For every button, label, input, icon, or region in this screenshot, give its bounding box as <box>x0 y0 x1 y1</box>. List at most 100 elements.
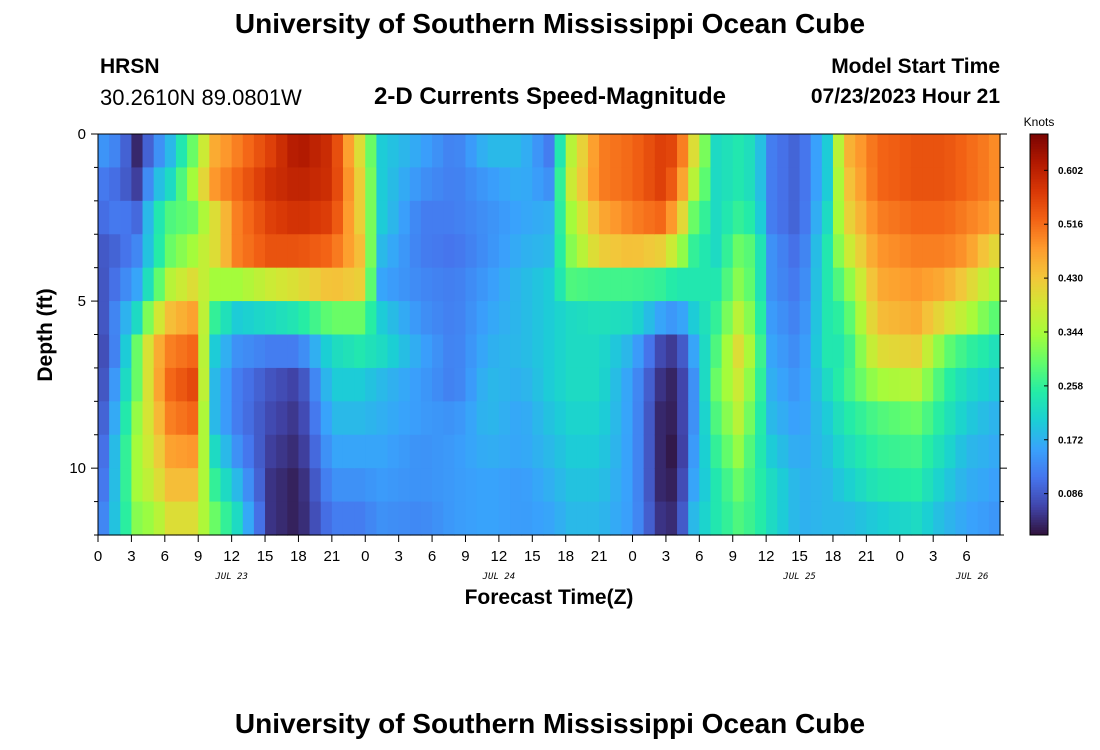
heatmap-cell <box>966 267 979 302</box>
heatmap-cell <box>487 367 500 402</box>
heatmap-cell <box>320 401 333 436</box>
heatmap-cell <box>242 434 255 469</box>
heatmap-cell <box>732 301 745 336</box>
heatmap-cell <box>320 367 333 402</box>
heatmap-cell <box>465 200 478 235</box>
heatmap-cell <box>342 267 355 302</box>
heatmap-cell <box>420 301 433 336</box>
heatmap-cell <box>665 401 678 436</box>
heatmap-cell <box>253 367 266 402</box>
heatmap-cell <box>443 234 455 269</box>
heatmap-cell <box>855 134 867 169</box>
colorbar-swatch <box>1030 512 1048 516</box>
heatmap-cell <box>231 200 244 235</box>
heatmap-cell <box>198 167 210 202</box>
heatmap-cell <box>632 367 645 402</box>
heatmap-cell <box>799 501 812 536</box>
heatmap-cell <box>187 267 199 302</box>
heatmap-cell <box>409 301 422 336</box>
heatmap-cell <box>766 301 778 336</box>
heatmap-cell <box>543 401 556 436</box>
heatmap-cell <box>510 468 522 503</box>
heatmap-cell <box>832 434 845 469</box>
heatmap-cell <box>131 501 144 536</box>
heatmap-cell <box>677 200 689 235</box>
heatmap-cell <box>465 334 478 369</box>
y-tick-label: 10 <box>69 460 86 477</box>
heatmap-cell <box>866 200 879 235</box>
heatmap-cell <box>220 334 233 369</box>
heatmap-cell <box>866 267 879 302</box>
heatmap-cell <box>298 167 311 202</box>
heatmap-cell <box>743 434 756 469</box>
heatmap-cell <box>832 334 845 369</box>
colorbar-swatch <box>1030 259 1048 263</box>
heatmap-cell <box>153 267 166 302</box>
heatmap-cell <box>175 434 188 469</box>
x-tick-label: 21 <box>324 548 341 565</box>
heatmap-cell <box>599 134 611 169</box>
heatmap-cell <box>877 200 890 235</box>
heatmap-cell <box>220 367 233 402</box>
heatmap-cell <box>521 367 533 402</box>
heatmap-cell <box>988 200 1001 235</box>
colorbar-swatch <box>1030 347 1048 351</box>
heatmap-cell <box>354 200 366 235</box>
heatmap-cell <box>799 200 812 235</box>
heatmap-cell <box>164 401 177 436</box>
colorbar-tick-label: 0.086 <box>1058 489 1083 500</box>
heatmap-cell <box>755 234 767 269</box>
heatmap-cell <box>621 334 634 369</box>
heatmap-cell <box>766 468 778 503</box>
heatmap-cell <box>877 134 890 169</box>
heatmap-cell <box>922 367 934 402</box>
heatmap-cell <box>944 200 957 235</box>
heatmap-cell <box>543 134 556 169</box>
heatmap-cell <box>454 234 467 269</box>
heatmap-cell <box>153 434 166 469</box>
heatmap-cell <box>777 301 790 336</box>
heatmap-cell <box>298 200 311 235</box>
x-date-label: JUL 23 <box>214 572 248 582</box>
heatmap-cell <box>966 234 979 269</box>
colorbar-swatch <box>1030 269 1048 273</box>
heatmap-cell <box>209 334 222 369</box>
heatmap-cell <box>521 167 533 202</box>
x-tick-label: 12 <box>758 548 775 565</box>
colorbar-swatch <box>1030 156 1048 160</box>
heatmap-cell <box>955 134 968 169</box>
heatmap-cell <box>576 468 589 503</box>
colorbar-swatch <box>1030 331 1048 335</box>
heatmap-cell <box>443 501 455 536</box>
heatmap-cell <box>732 234 745 269</box>
heatmap-cell <box>810 401 823 436</box>
colorbar-frame <box>1029 133 1049 536</box>
heatmap-cell <box>265 200 277 235</box>
heatmap-cell <box>899 367 912 402</box>
colorbar-swatch <box>1030 442 1048 446</box>
heatmap-cell <box>810 468 823 503</box>
colorbar-swatch <box>1030 211 1048 215</box>
heatmap-cell <box>120 200 133 235</box>
heatmap-cell <box>387 200 400 235</box>
heatmap-cell <box>543 434 556 469</box>
heatmap-cell <box>476 334 489 369</box>
colorbar-swatch <box>1030 472 1048 476</box>
heatmap-cell <box>187 200 199 235</box>
heatmap-cell <box>387 367 400 402</box>
heatmap-cell <box>721 200 734 235</box>
heatmap-cell <box>777 468 790 503</box>
heatmap-cell <box>342 367 355 402</box>
heatmap-cell <box>554 468 567 503</box>
heatmap-cell <box>220 401 233 436</box>
x-tick-label: 18 <box>825 548 842 565</box>
heatmap-cell <box>565 434 578 469</box>
heatmap <box>98 134 1001 536</box>
heatmap-cell <box>365 167 377 202</box>
heatmap-cell <box>599 167 611 202</box>
heatmap-cell <box>287 434 300 469</box>
heatmap-cell <box>231 334 244 369</box>
heatmap-cell <box>755 434 767 469</box>
colorbar-swatch <box>1030 206 1048 210</box>
heatmap-cell <box>331 267 344 302</box>
